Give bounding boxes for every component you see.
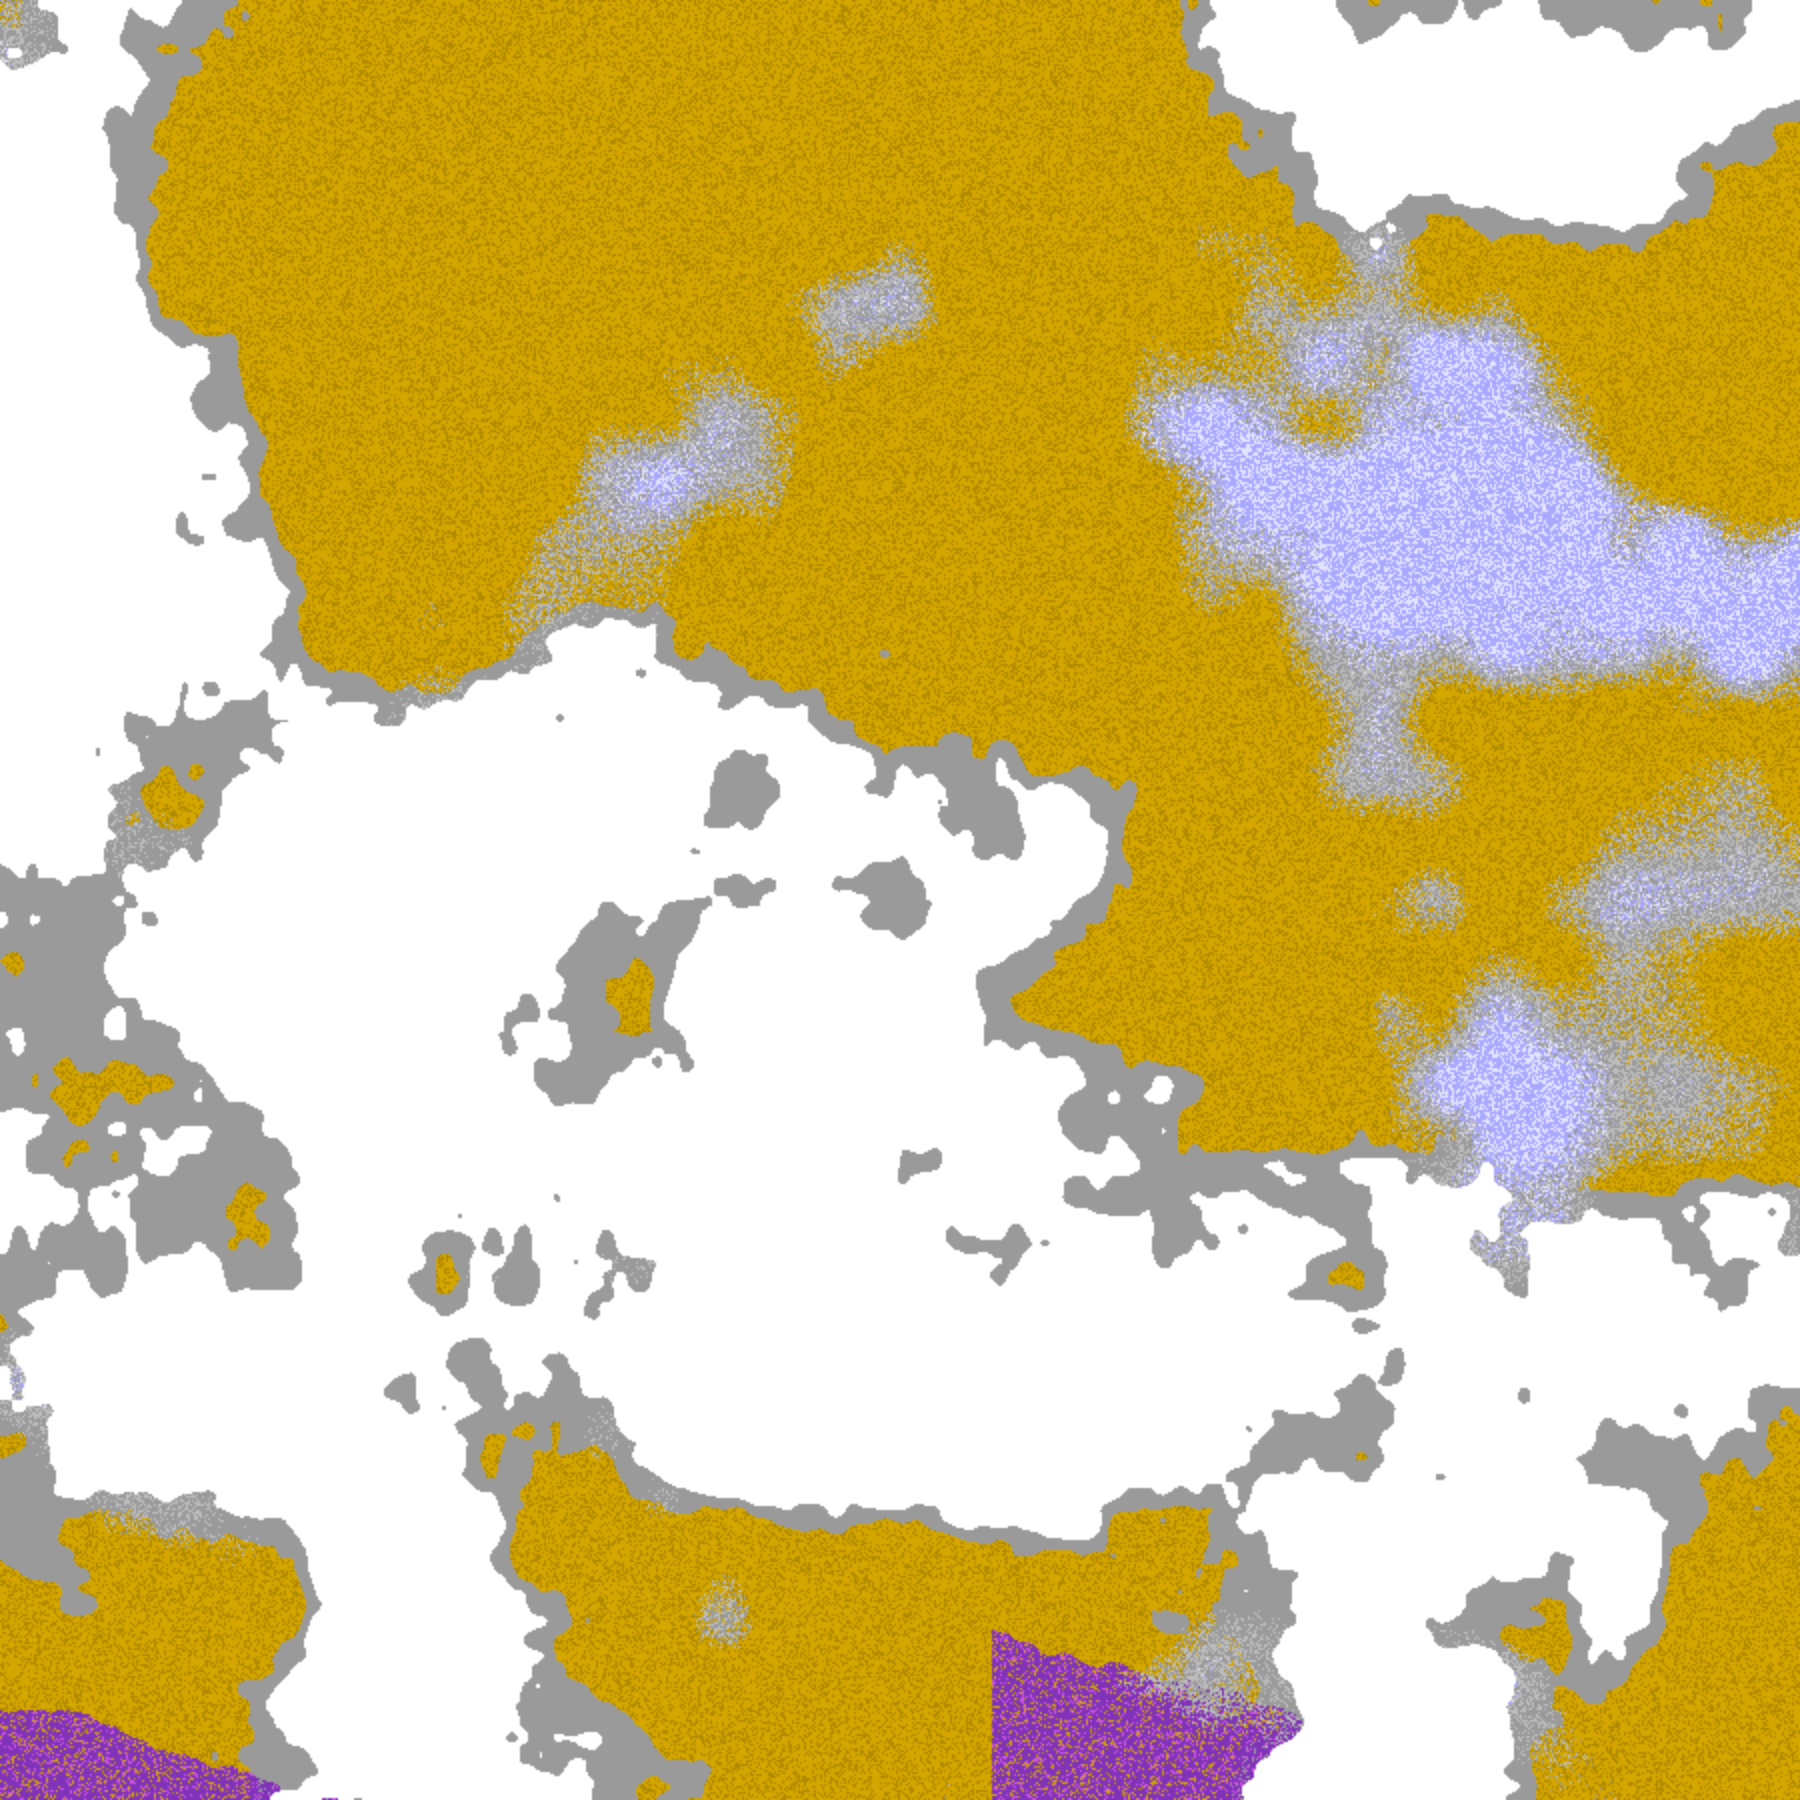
cloud-classification-canvas xyxy=(0,0,1800,1800)
satellite-map xyxy=(0,0,1800,1800)
